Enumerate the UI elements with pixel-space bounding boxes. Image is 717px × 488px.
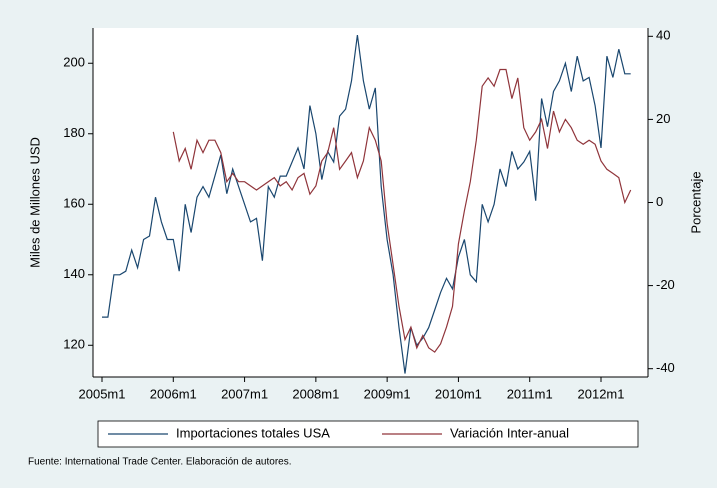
source-note: Fuente: International Trade Center. Elab…: [28, 457, 292, 468]
y2-axis-title: Porcentaje: [688, 171, 703, 233]
y2-tick-label: 20: [656, 111, 670, 126]
x-tick-label: 2008m1: [292, 386, 339, 401]
x-tick-label: 2009m1: [364, 386, 411, 401]
y2-tick-label: 40: [656, 28, 670, 43]
y-axis-title: Miles de Millones USD: [27, 137, 42, 268]
y-tick-label: 120: [63, 337, 85, 352]
y-tick-label: 200: [63, 55, 85, 70]
y2-tick-label: -20: [656, 277, 675, 292]
plot-area: [93, 28, 648, 377]
legend-box: [97, 420, 639, 448]
x-tick-label: 2010m1: [435, 386, 482, 401]
y-tick-label: 180: [63, 125, 85, 140]
legend-label: Variación Inter-anual: [450, 425, 569, 440]
series-line: [172, 68, 632, 353]
x-tick-label: 2006m1: [150, 386, 197, 401]
x-tick-label: 2007m1: [221, 386, 268, 401]
y-tick-label: 140: [63, 266, 85, 281]
series-line: [102, 35, 631, 374]
y-tick-label: 160: [63, 196, 85, 211]
x-tick-label: 2012m1: [578, 386, 625, 401]
legend-label: Importaciones totales USA: [176, 425, 330, 440]
x-tick-label: 2005m1: [79, 386, 126, 401]
y2-tick-label: 0: [656, 194, 663, 209]
x-tick-label: 2011m1: [507, 386, 553, 401]
y2-tick-label: -40: [656, 360, 675, 375]
